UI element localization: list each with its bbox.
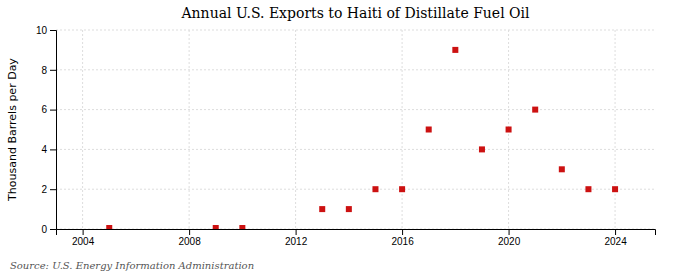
point — [506, 127, 512, 133]
plot: 2004 2008 2012 2016 2020 2024 0 2 4 6 8 10 — [36, 25, 656, 247]
tick-mark — [50, 149, 56, 150]
grid-line — [56, 189, 655, 190]
tick-label: 2 — [41, 184, 47, 195]
point — [239, 225, 245, 229]
point — [479, 146, 485, 152]
points — [106, 47, 618, 229]
axis-line — [50, 31, 57, 230]
point — [452, 47, 458, 53]
tick-label: 2020 — [498, 236, 521, 247]
tick: 10 — [36, 25, 56, 36]
tick: 2024 — [604, 229, 627, 247]
tick-mark — [50, 189, 56, 190]
point — [106, 225, 112, 229]
point — [559, 166, 565, 172]
point — [399, 186, 405, 192]
x-axis: 2004 2008 2012 2016 2020 2024 — [57, 229, 656, 247]
tick-label: 0 — [41, 224, 47, 235]
tick-mark — [83, 229, 84, 235]
grid-line — [56, 149, 655, 150]
point — [319, 206, 325, 212]
tick-mark — [402, 229, 403, 235]
tick: 6 — [41, 104, 56, 115]
tick-label: 2024 — [604, 236, 627, 247]
tick: 2016 — [391, 229, 414, 247]
grid-line — [189, 30, 190, 229]
tick-mark — [50, 70, 56, 71]
tick-mark — [50, 229, 56, 230]
point — [346, 206, 352, 212]
title: Annual U.S. Exports to Haiti of Distilla… — [180, 5, 530, 21]
tick-label: 2004 — [72, 236, 95, 247]
tick-mark — [189, 229, 190, 235]
tick-mark — [509, 229, 510, 235]
y-axis: 0 2 4 6 8 10 — [36, 25, 57, 235]
point — [426, 127, 432, 133]
tick-mark — [296, 229, 297, 235]
tick: 0 — [41, 224, 56, 235]
tick: 2004 — [72, 229, 95, 247]
grid-line — [82, 30, 83, 229]
tick-mark — [50, 110, 56, 111]
tick-label: 2012 — [285, 236, 308, 247]
grid — [56, 30, 655, 229]
point — [585, 186, 591, 192]
y-axis-label: Thousand Barrels per Day — [6, 58, 19, 202]
tick-label: 2008 — [178, 236, 201, 247]
tick-label: 10 — [36, 25, 48, 36]
tick: 2008 — [178, 229, 201, 247]
tick: 2012 — [285, 229, 308, 247]
tick-mark — [50, 30, 56, 31]
grid-line — [615, 30, 616, 229]
tick: 2020 — [498, 229, 521, 247]
point — [532, 107, 538, 113]
grid-line — [402, 30, 403, 229]
tick-label: 4 — [41, 144, 47, 155]
point — [612, 186, 618, 192]
grid-line — [56, 69, 655, 70]
tick: 2 — [41, 184, 56, 195]
tick-label: 2016 — [391, 236, 414, 247]
tick: 4 — [41, 144, 56, 155]
grid-line — [295, 30, 296, 229]
grid-line — [56, 109, 655, 110]
chart: 2004 2008 2012 2016 2020 2024 0 2 4 6 8 10 Annual U.… — [0, 0, 675, 275]
point — [213, 225, 219, 229]
tick: 8 — [41, 65, 56, 76]
grid-line — [56, 30, 655, 31]
tick-label: 8 — [41, 65, 47, 76]
axis-line — [57, 230, 656, 236]
source: Source: U.S. Energy Information Administ… — [10, 260, 254, 271]
point — [372, 186, 378, 192]
tick-label: 6 — [41, 104, 47, 115]
tick-mark — [615, 229, 616, 235]
